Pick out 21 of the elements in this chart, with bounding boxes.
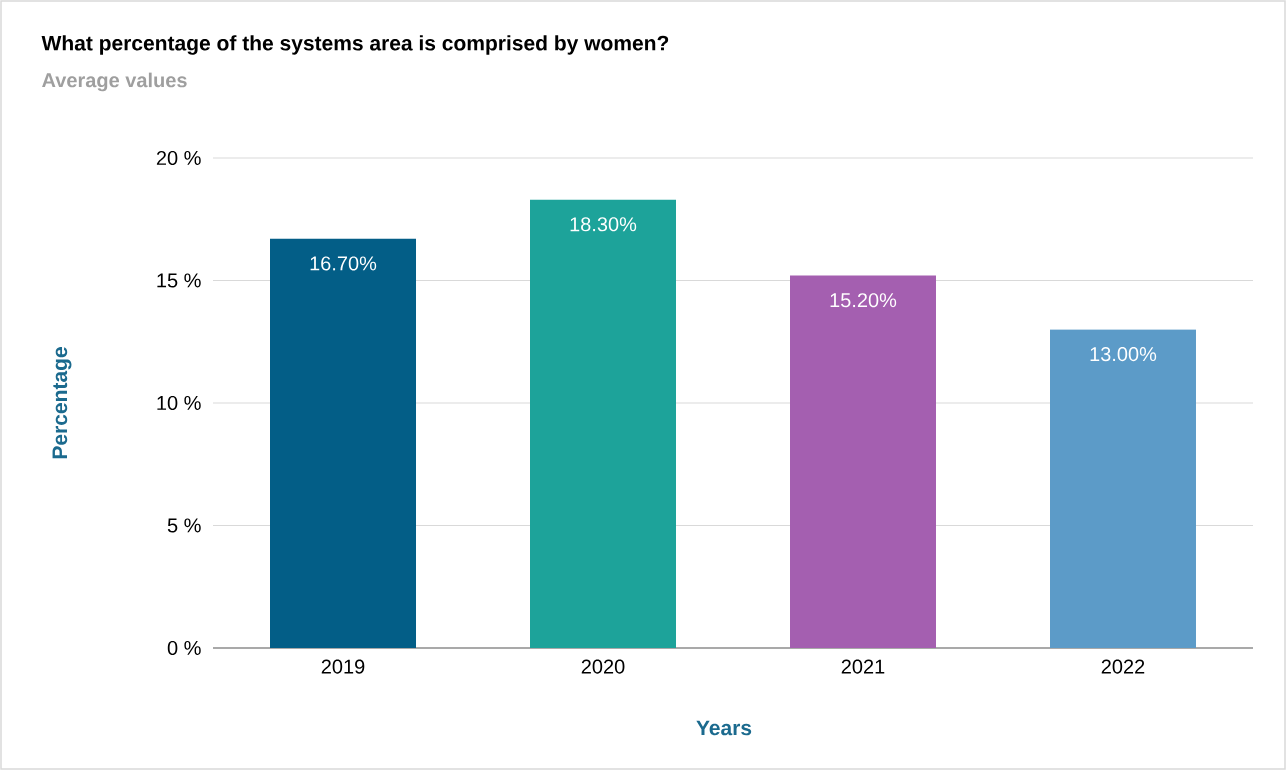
y-axis-title: Percentage (52, 347, 72, 459)
x-tick-label: 2020 (581, 659, 625, 674)
data-label: 16.70% (310, 256, 377, 271)
bar (530, 199, 676, 648)
x-axis-title: Years (696, 720, 752, 736)
y-tick-label: 0 % (167, 640, 201, 656)
x-tick-label: 2019 (321, 659, 365, 674)
chart-subtitle: Average values (42, 72, 187, 92)
data-label: 18.30% (570, 217, 637, 232)
data-label: 15.20% (830, 293, 897, 308)
y-tick-label: 5 % (167, 518, 201, 533)
data-label: 13.00% (1090, 347, 1157, 362)
x-tick-label: 2021 (841, 659, 885, 674)
y-tick-label: 20 % (156, 150, 201, 166)
bar (1049, 329, 1196, 648)
bar (270, 238, 416, 648)
bar (789, 275, 936, 648)
x-tick-label: 2022 (1101, 659, 1145, 674)
y-tick-label: 15 % (157, 273, 201, 288)
chart-title: What percentage of the systems area is comprised by women? (41, 35, 669, 55)
y-tick-label: 10 % (157, 395, 201, 411)
